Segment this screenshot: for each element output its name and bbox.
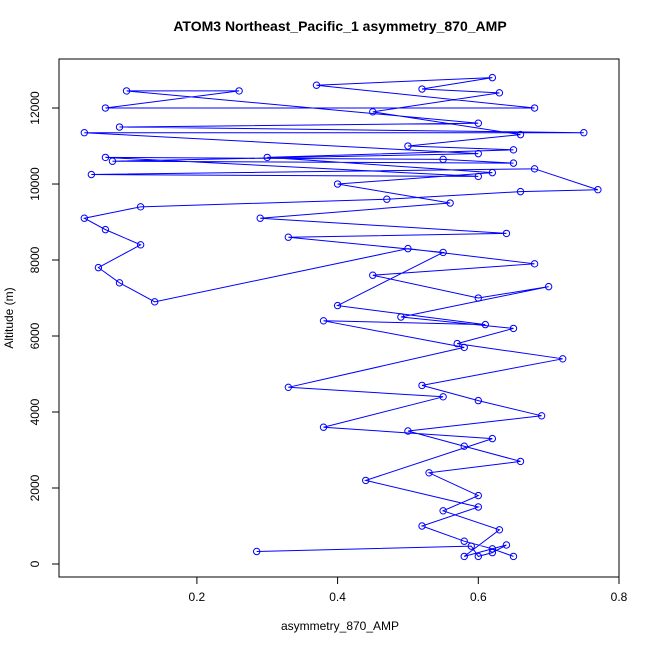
data-point [263,153,271,162]
data-point [544,282,553,291]
data-point [284,383,293,392]
data-point [460,343,468,352]
data-point [439,248,447,257]
data-point [488,73,497,82]
data-point [516,457,525,466]
data-point [418,381,426,390]
data-point [136,203,145,211]
y-tick-label: 6000 [28,322,42,349]
data-point [101,153,110,162]
data-point [150,298,159,306]
data-point [516,187,525,196]
data-point [495,526,504,534]
data-point [439,393,447,401]
data-point [530,165,539,173]
data-point [369,108,377,116]
data-point [474,503,482,511]
data-point [474,396,482,405]
x-tick-label: 0.2 [189,590,206,604]
data-point [537,412,546,420]
data-point [404,244,412,253]
data-point [516,130,525,139]
x-tick-label: 0.4 [329,590,346,604]
data-point [474,294,482,302]
data-point [509,146,518,154]
data-point [474,149,482,158]
data-point [383,195,391,203]
data-line [82,77,599,557]
data-point [418,85,426,93]
data-point [488,434,497,443]
x-tick-label: 0.8 [611,590,628,604]
y-tick-label: 8000 [28,246,42,273]
data-point [369,271,377,279]
data-point [474,119,482,127]
data-point [530,260,539,268]
data-point [474,491,482,500]
data-point [404,427,412,435]
data-point [474,552,482,561]
data-point [136,241,145,249]
data-point [115,123,124,131]
data-point [488,545,497,553]
data-point [115,279,124,287]
data-point [488,168,497,177]
data-point [530,104,539,112]
data-point [333,301,342,310]
data-point [80,129,89,137]
data-point [425,469,433,477]
data-point [509,324,518,333]
data-point [460,442,468,450]
data-point [594,186,602,194]
y-axis-label: Altitude (m) [2,287,16,348]
x-axis-label: asymmetry_870_AMP [281,619,399,633]
y-tick-label: 10000 [28,167,42,201]
plot-frame [58,58,620,578]
data-point [418,522,426,530]
data-point [460,537,468,545]
data-point [446,199,454,207]
data-point [94,263,103,272]
data-point [509,159,518,167]
data-point [439,155,447,164]
data-point [319,317,328,325]
data-point [252,547,261,556]
data-point [362,476,370,485]
data-point [108,157,117,165]
data-point [502,541,511,549]
y-tick-label: 0 [28,560,42,567]
x-tick-label: 0.6 [470,590,487,604]
data-point [460,552,468,561]
data-point [467,542,475,550]
data-point [122,87,131,95]
data-point [101,225,110,234]
y-tick-label: 12000 [28,91,42,125]
data-point [481,320,490,329]
data-point [559,355,567,363]
data-point [333,180,342,188]
data-point [256,214,264,222]
data-point [488,548,497,557]
data-point [495,89,504,97]
y-tick-label: 2000 [28,474,42,501]
data-point [101,104,110,112]
data-point [439,507,447,515]
data-point [397,313,405,321]
data-point [453,339,461,348]
data-point [580,129,588,137]
data-point [509,552,518,561]
data-point [502,229,511,238]
data-point [284,233,293,241]
chart-title: ATOM3 Northeast_Pacific_1 asymmetry_870_… [173,18,506,34]
data-point [80,214,89,222]
data-point [87,170,96,179]
data-point [312,81,321,89]
y-tick-label: 4000 [28,398,42,425]
data-point [404,142,412,150]
data-point [319,423,328,431]
data-point [474,172,482,181]
data-point [235,87,243,95]
